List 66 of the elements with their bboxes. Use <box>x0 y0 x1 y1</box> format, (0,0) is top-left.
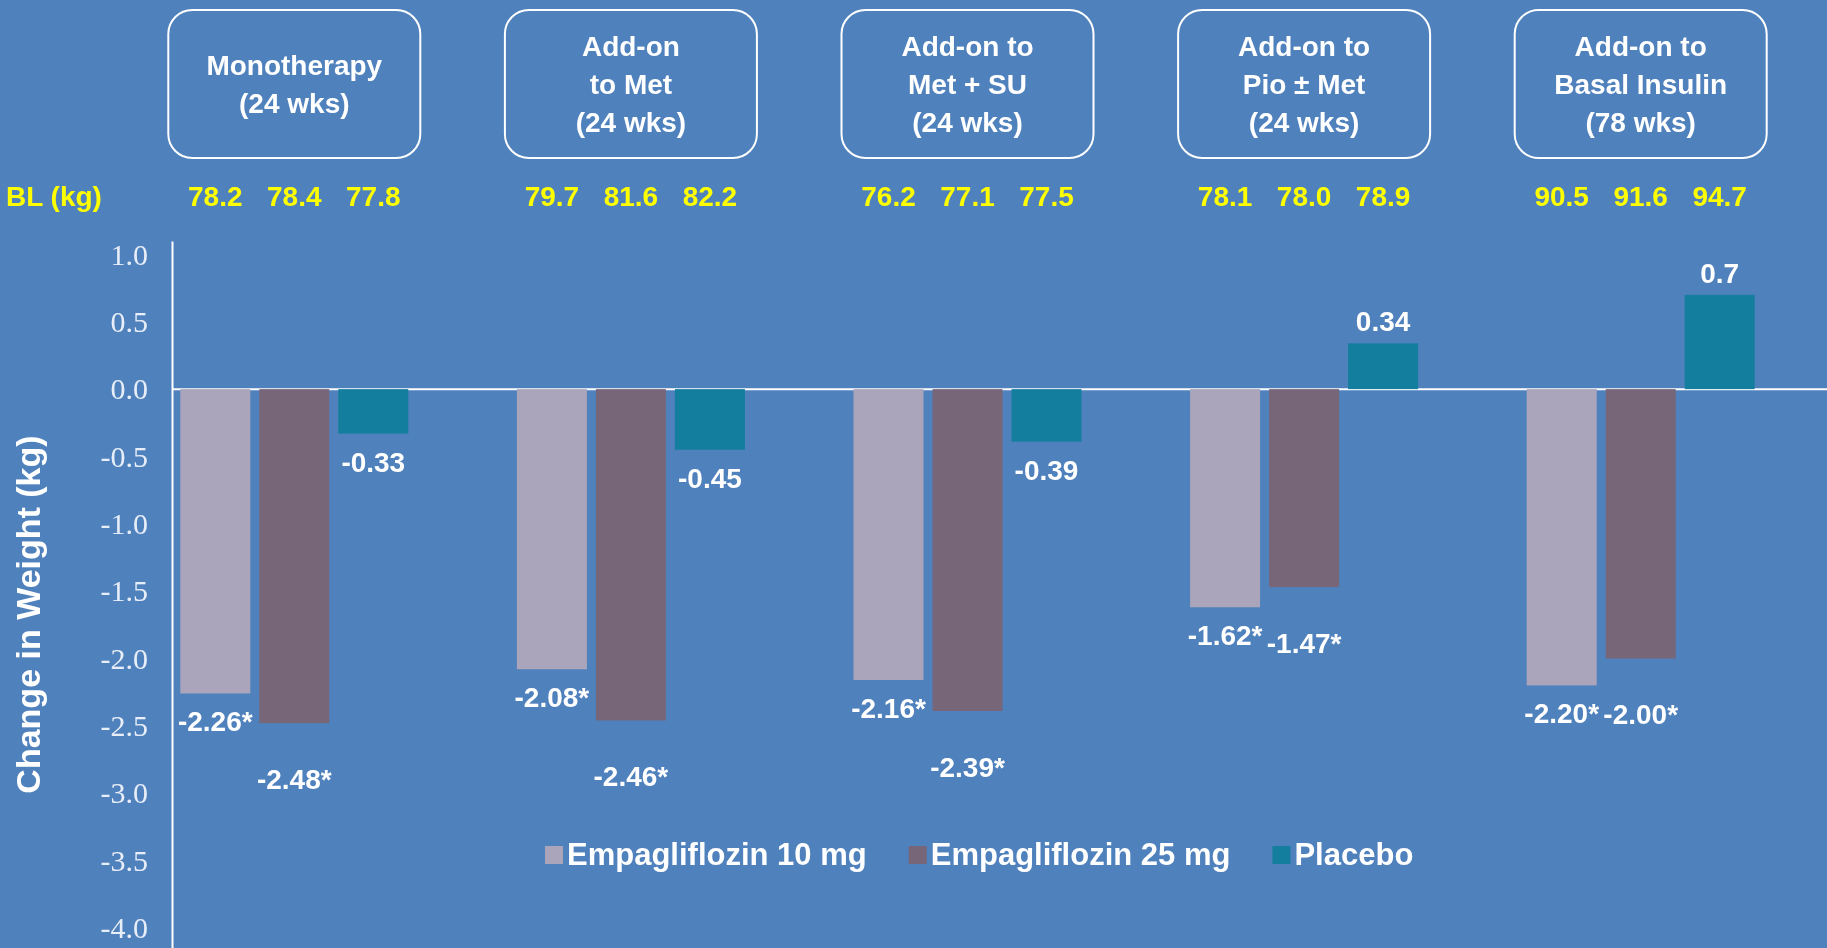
legend-label: Placebo <box>1294 837 1414 872</box>
x-tick-label: Add-on to Basal Insulin (78 wks) <box>1554 31 1728 138</box>
y-tick-label: -3.5 <box>100 843 148 877</box>
text: 79.7 <box>524 181 580 212</box>
text: 78.0 <box>1276 181 1332 212</box>
data-label: -2.39* <box>930 751 1005 783</box>
y-axis-title: Change in Weight (kg) <box>9 435 47 794</box>
data-label: -0.39 <box>1014 454 1079 486</box>
bar <box>180 389 251 694</box>
x-tick-label: Monotherapy (24 wks) <box>206 50 383 119</box>
bar <box>853 389 924 681</box>
data-label: -2.48* <box>256 764 332 796</box>
x-tick-label: Add-on to Met + SU (24 wks) <box>901 31 1034 138</box>
bar <box>595 389 666 721</box>
text: 81.6 <box>603 181 659 212</box>
y-tick-label: 0.5 <box>110 304 148 338</box>
legend-label: Empagliflozin 25 mg <box>930 837 1231 872</box>
y-tick-label: -2.0 <box>100 641 148 675</box>
text: 78.1 <box>1197 181 1253 212</box>
data-label: -0.33 <box>341 446 406 478</box>
y-tick-label: -4.0 <box>100 910 148 944</box>
data-label: -1.62* <box>1187 620 1263 652</box>
text: 77.5 <box>1019 181 1074 212</box>
y-tick-label: 1.0 <box>110 237 148 271</box>
data-label: -2.00* <box>1603 699 1679 731</box>
data-label: -0.45 <box>677 462 742 494</box>
bar <box>1190 389 1261 608</box>
bar <box>932 389 1003 711</box>
bar <box>259 389 330 724</box>
text: BL (kg) <box>6 181 102 212</box>
data-label: -2.46* <box>593 761 669 793</box>
data-label: -2.16* <box>851 693 926 725</box>
data-label: -2.08* <box>514 682 590 714</box>
bar <box>1348 343 1419 390</box>
y-tick-label: -3.0 <box>100 776 148 810</box>
text: 91.6 <box>1613 181 1668 212</box>
x-tick-label: Add-on to Met (24 wks) <box>575 31 687 138</box>
bar <box>338 389 409 434</box>
legend-label: Empagliflozin 10 mg <box>567 837 867 872</box>
bar <box>1605 389 1676 659</box>
bar <box>1684 294 1755 390</box>
data-label: 0.34 <box>1355 306 1411 338</box>
text: 78.4 <box>267 181 322 212</box>
x-tick-label: Add-on to Pio ± Met (24 wks) <box>1238 31 1371 138</box>
y-tick-label: -1.5 <box>100 574 148 608</box>
data-label: -2.20* <box>1524 698 1600 730</box>
text: 77.1 <box>940 181 995 212</box>
data-label: -1.47* <box>1266 628 1342 660</box>
bar <box>516 389 587 670</box>
y-tick-label: -1.0 <box>100 506 148 540</box>
y-tick-label: -0.5 <box>100 439 148 473</box>
bar <box>1526 389 1597 686</box>
bar <box>674 389 745 450</box>
data-label: 0.7 <box>1700 257 1740 289</box>
text: 90.5 <box>1534 181 1589 212</box>
text: 77.8 <box>346 181 401 212</box>
text: 76.2 <box>861 181 916 212</box>
text: 94.7 <box>1692 181 1747 212</box>
y-tick-label: -2.5 <box>100 708 148 742</box>
y-tick-label: 0.0 <box>110 372 148 406</box>
bar <box>1011 389 1082 442</box>
text: 78.2 <box>188 181 243 212</box>
bar <box>1269 389 1340 588</box>
text: 82.2 <box>682 181 738 212</box>
data-label: -2.26* <box>177 706 253 738</box>
text: 78.9 <box>1355 181 1411 212</box>
